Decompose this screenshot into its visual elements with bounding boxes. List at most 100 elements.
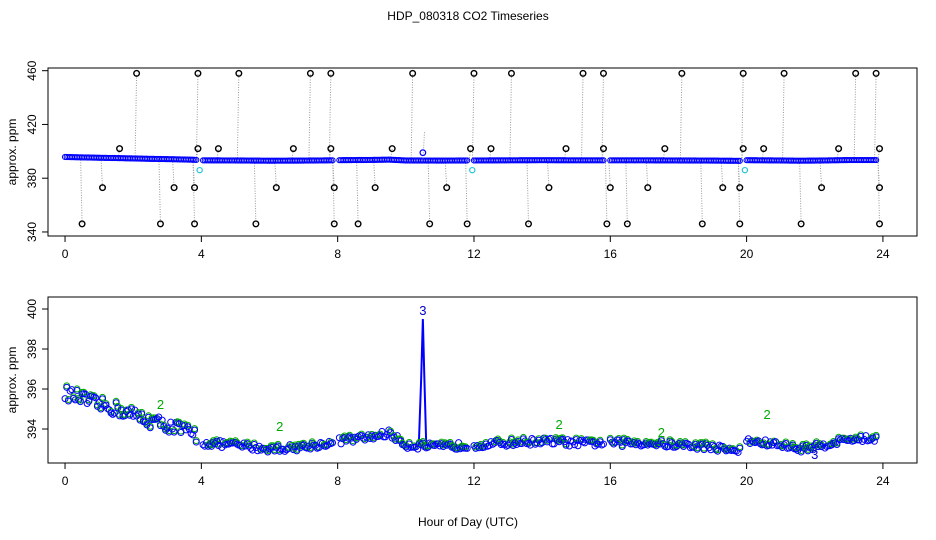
co2-point [192, 438, 200, 446]
x-axis-label: Hour of Day (UTC) [417, 515, 518, 529]
x-tick-label-0-4: 16 [604, 247, 618, 261]
calibration-trace [662, 148, 666, 161]
co2-point [635, 440, 643, 448]
co2-point [269, 443, 277, 451]
calibration-point [388, 145, 396, 153]
top-point [462, 157, 469, 164]
calibration-trace [741, 73, 744, 161]
calibration-trace [390, 148, 393, 160]
calibration-point [736, 184, 744, 192]
calibration-trace [761, 148, 765, 161]
co2-point [748, 437, 756, 445]
co2-point [393, 432, 401, 440]
x-tick-label-0-5: 20 [740, 247, 754, 261]
calibration-point [289, 145, 297, 153]
co2-point [504, 441, 512, 449]
y-tick-label-1-3: 400 [25, 299, 39, 319]
co2-point [102, 401, 110, 409]
co2-point [117, 406, 125, 414]
co2-point [371, 431, 379, 439]
calibration-point [426, 220, 434, 228]
calibration-point [194, 145, 202, 153]
calibration-point [623, 220, 631, 228]
calibration-point [191, 184, 199, 192]
flag-annotation-5: 2 [658, 425, 665, 440]
x-tick-label-1-3: 12 [467, 474, 481, 488]
calibration-point [739, 69, 747, 77]
flag-annotation-6: 3 [811, 447, 818, 462]
calibration-trace [253, 160, 257, 224]
y-axis-label-1: approx. ppm [5, 347, 19, 414]
calibration-trace [563, 148, 567, 161]
co2-point [736, 444, 744, 452]
calibration-trace [604, 160, 608, 224]
calibration-point [599, 69, 607, 77]
calibration-trace [410, 73, 414, 161]
calibration-point [603, 220, 611, 228]
y-tick-label-1-2: 398 [25, 339, 39, 359]
calibration-point [579, 69, 587, 77]
y-tick-label-0-1: 380 [25, 168, 39, 188]
calibration-trace [471, 73, 475, 161]
calibration-trace [468, 148, 472, 161]
co2-point [766, 438, 774, 446]
co2-point [536, 440, 544, 448]
calibration-trace [877, 160, 881, 188]
co2-point [264, 448, 272, 456]
co2-point [114, 404, 122, 412]
co2-point [565, 442, 573, 450]
calibration-point [736, 220, 744, 228]
calibration-trace [581, 73, 584, 161]
co2-point [599, 440, 607, 448]
co2-point [724, 446, 732, 454]
co2-point [872, 433, 880, 441]
co2-point [189, 431, 197, 439]
calibration-point [170, 184, 178, 192]
co2-point [463, 444, 471, 452]
calibration-point [872, 69, 880, 77]
calibration-trace [853, 73, 857, 161]
calibration-point [876, 220, 884, 228]
x-tick-label-1-6: 24 [876, 474, 890, 488]
co2-point [572, 436, 580, 444]
y-tick-label-0-2: 420 [25, 114, 39, 134]
calibration-trace [874, 73, 877, 161]
calibration-trace [427, 160, 431, 224]
top-point [598, 157, 605, 164]
top-flag-point [741, 166, 749, 174]
co2-point [158, 416, 166, 424]
co2-point [431, 442, 439, 450]
co2-point [811, 441, 819, 449]
co2-point [146, 424, 154, 432]
calibration-trace [489, 148, 492, 161]
co2-point [99, 395, 107, 403]
co2-point [160, 423, 168, 431]
co2-point [329, 439, 337, 447]
calibration-trace [308, 73, 311, 161]
calibration-trace [601, 148, 604, 161]
calibration-point [876, 184, 884, 192]
calibration-point [470, 69, 478, 77]
calibration-point [606, 184, 614, 192]
calibration-trace [134, 73, 138, 159]
co2-point [632, 441, 640, 449]
flag-annotation-0: 3 [419, 303, 426, 318]
calibration-point [876, 145, 884, 153]
calibration-trace [216, 148, 219, 161]
x-tick-label-0-2: 8 [334, 247, 341, 261]
co2-point [860, 435, 868, 443]
top-point [464, 157, 471, 164]
calibration-trace [158, 159, 161, 224]
y-axis-label-0: approx. ppm [5, 119, 19, 186]
plot-frame-1 [47, 296, 918, 464]
top-point [600, 157, 607, 164]
co2-point [525, 439, 533, 447]
calibration-trace [274, 160, 277, 188]
calibration-point [507, 69, 515, 77]
co2-point [162, 426, 170, 434]
calibration-point [852, 69, 860, 77]
co2-point [744, 435, 752, 443]
co2-point [376, 432, 384, 440]
co2-spike-line [417, 318, 428, 447]
